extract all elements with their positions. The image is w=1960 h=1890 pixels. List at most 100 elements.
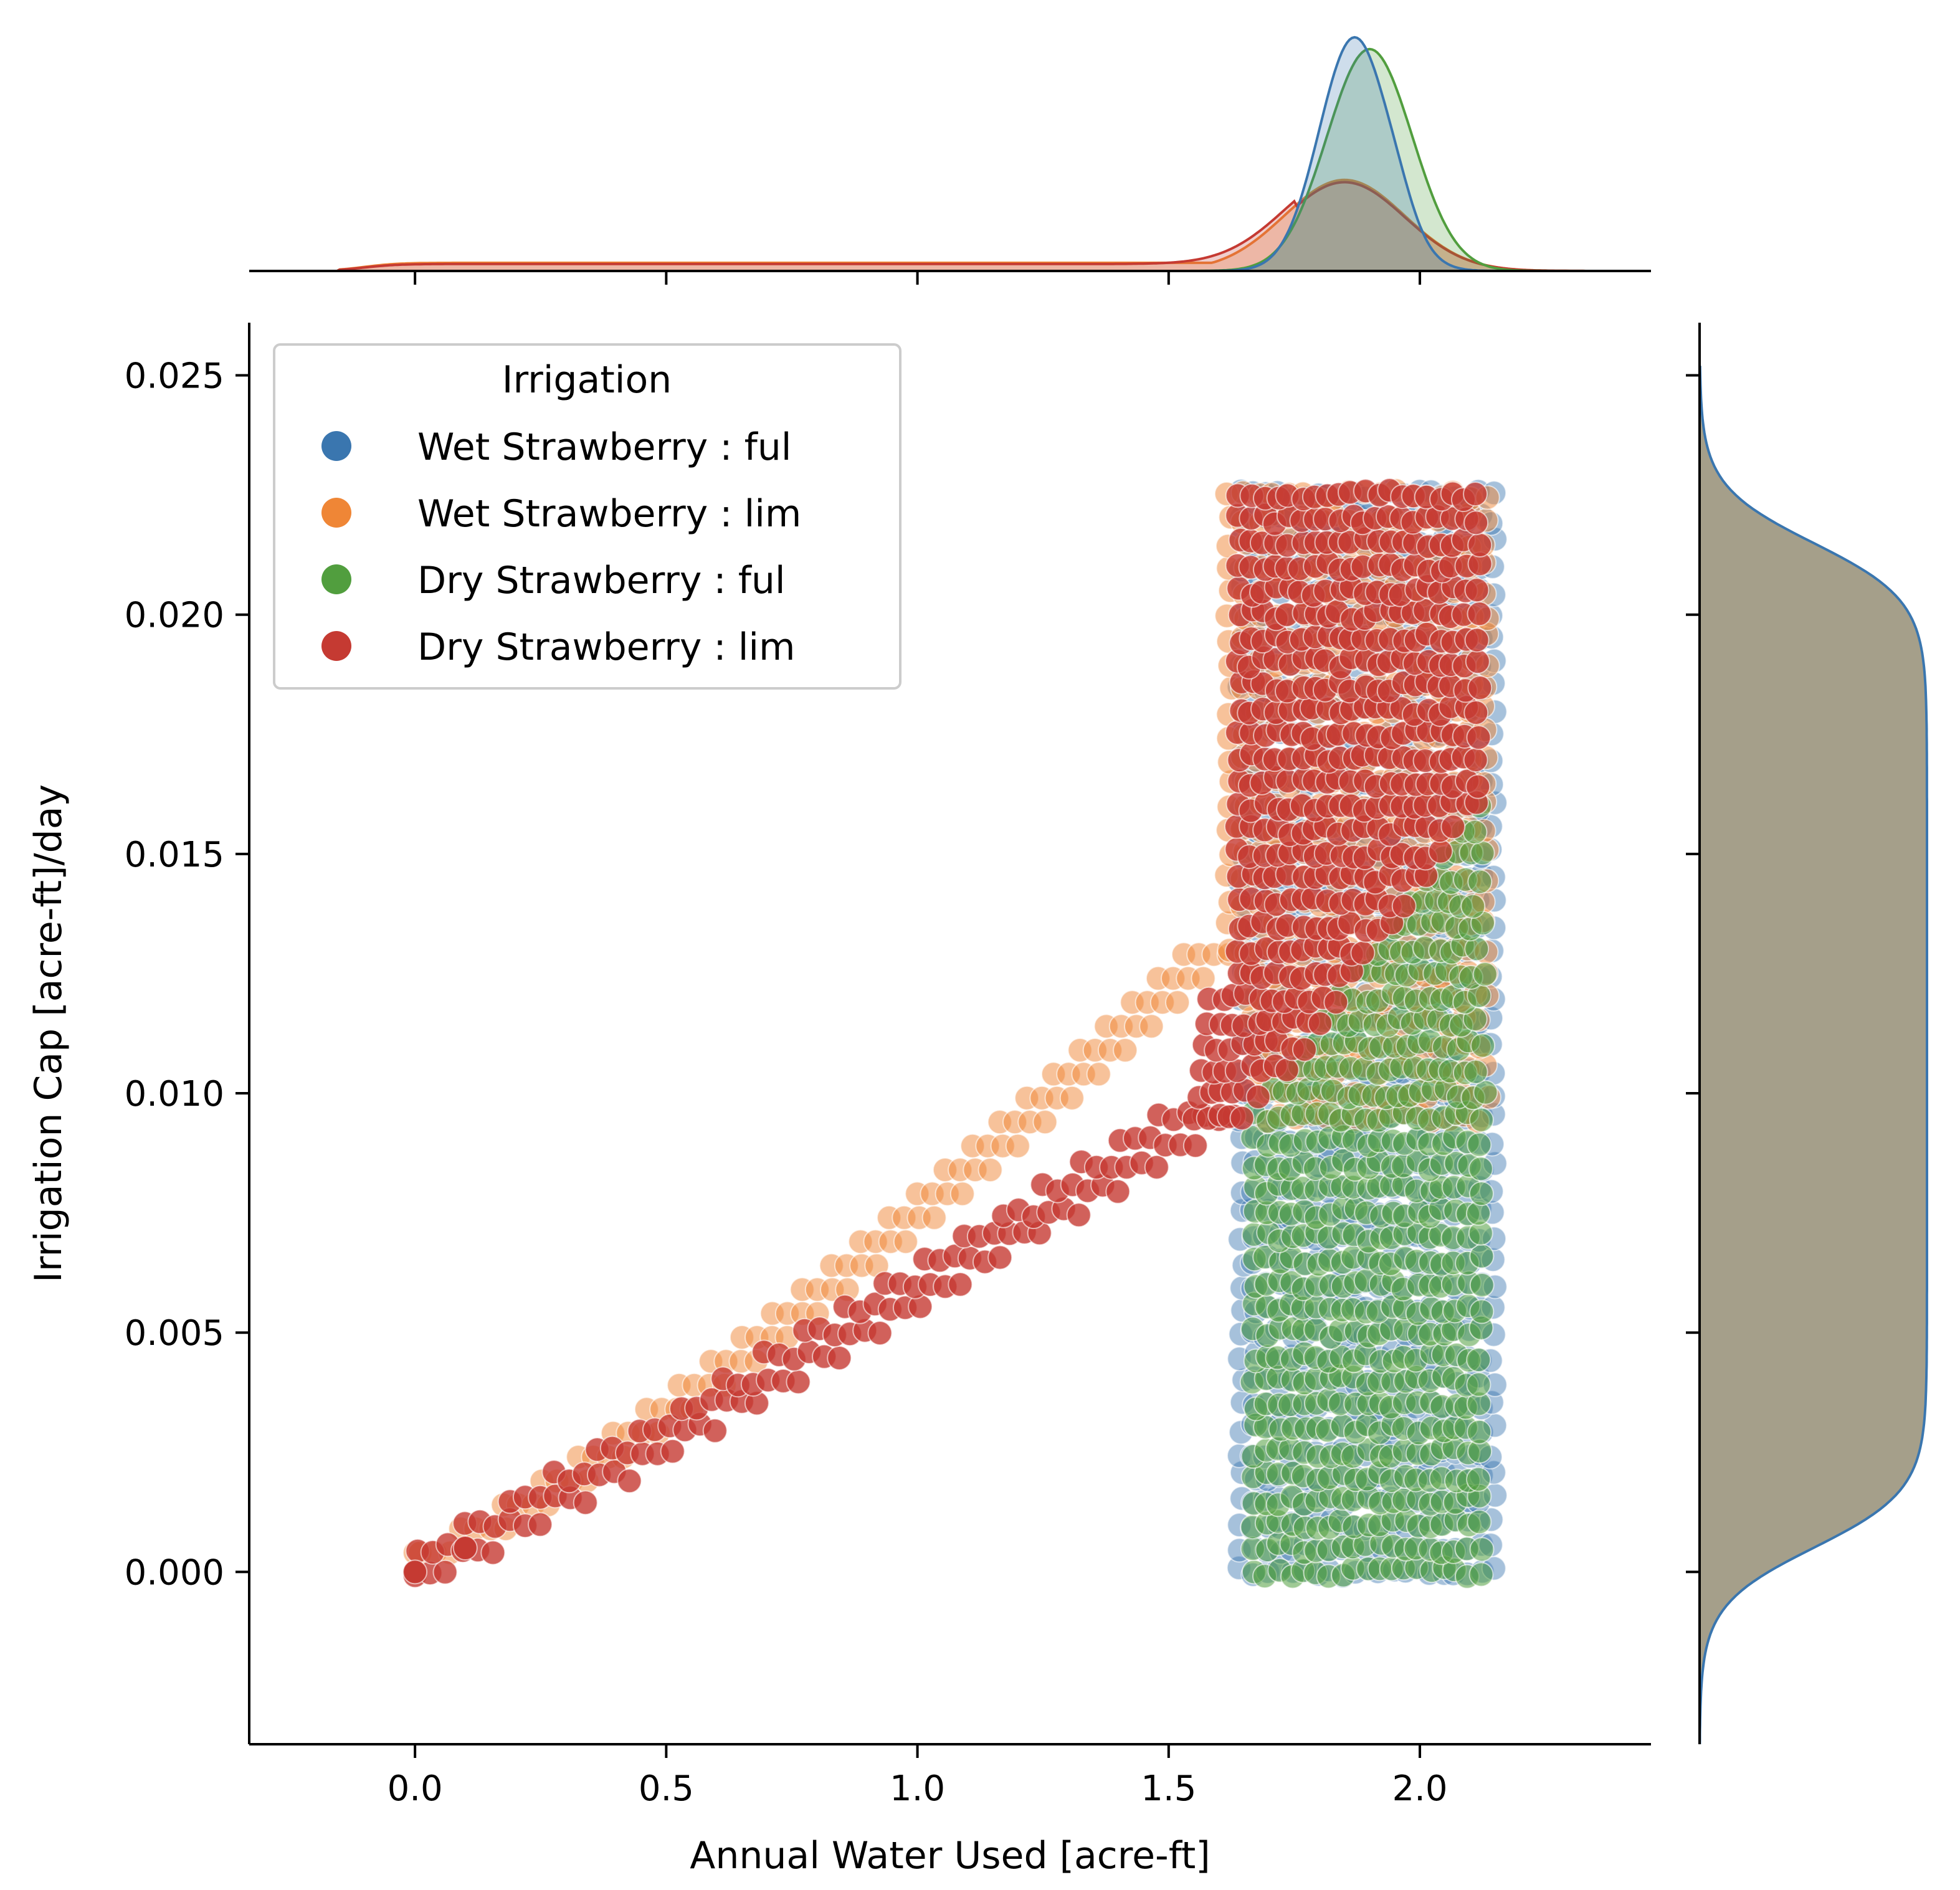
y-ticks: 0.000 0.005 0.010 0.015 0.020 0.025: [125, 356, 249, 1593]
scatter-point: [1463, 700, 1489, 725]
y-tick-label: 0.015: [125, 835, 224, 875]
x-tick-label: 2.0: [1392, 1769, 1448, 1809]
scatter-point: [1005, 1133, 1030, 1159]
scatter-point: [786, 1369, 811, 1395]
y-tick-label: 0.020: [125, 596, 224, 636]
scatter-point: [1165, 990, 1190, 1015]
scatter-point: [1391, 893, 1417, 919]
scatter-point: [1245, 1084, 1271, 1109]
scatter-points: [402, 478, 1508, 1589]
scatter-point: [1292, 1037, 1317, 1062]
scatter-point: [1066, 1202, 1092, 1228]
scatter-point: [660, 1438, 685, 1464]
x-ticks: 0.0 0.5 1.0 1.5 2.0: [388, 1744, 1448, 1809]
legend-label: Wet Strawberry : ful: [417, 425, 791, 469]
scatter-point: [1428, 838, 1453, 864]
x-tick-label: 0.5: [639, 1769, 694, 1809]
scatter-point: [1466, 1372, 1491, 1397]
right-marginal-kde: [1698, 366, 1928, 1745]
scatter-point: [1469, 1273, 1495, 1298]
scatter-point: [1032, 1109, 1058, 1135]
scatter-point: [617, 1468, 642, 1494]
scatter-point: [1086, 1061, 1111, 1087]
legend-label: Dry Strawberry : lim: [417, 625, 796, 669]
legend-label: Wet Strawberry : lim: [417, 492, 801, 536]
x-axis-title: Annual Water Used [acre-ft]: [690, 1834, 1210, 1878]
scatter-point: [948, 1271, 973, 1297]
scatter-point: [1467, 601, 1492, 627]
legend-label: Dry Strawberry : ful: [417, 559, 786, 602]
scatter-point: [1465, 649, 1490, 674]
scatter-point: [1467, 1132, 1492, 1157]
scatter-point: [1464, 627, 1490, 653]
scatter-point: [987, 1245, 1013, 1270]
legend-marker: [321, 498, 351, 528]
scatter-point: [1463, 482, 1488, 506]
legend-frame: [273, 343, 902, 690]
top-kde-curve: [289, 181, 1651, 272]
scatter-point: [1468, 1156, 1493, 1182]
scatter-point: [893, 1229, 918, 1255]
scatter-point: [1463, 748, 1488, 772]
scatter-point: [1323, 989, 1349, 1015]
y-tick-label: 0.000: [125, 1552, 224, 1593]
scatter-point: [528, 1512, 553, 1537]
scatter-point: [921, 1205, 947, 1230]
scatter-point: [480, 1540, 506, 1565]
x-tick-label: 1.5: [1141, 1769, 1196, 1809]
scatter-point: [1468, 1562, 1494, 1587]
scatter-point: [827, 1346, 852, 1370]
right-kde-fill: [1700, 366, 1927, 1745]
scatter-point: [573, 1490, 598, 1516]
marginal-ticks: [414, 271, 1700, 1574]
legend-marker: [321, 564, 351, 594]
y-axis-title: Irrigation Cap [acre-ft]/day: [27, 784, 70, 1283]
y-tick-label: 0.005: [125, 1313, 224, 1354]
scatter-point: [1466, 725, 1491, 750]
scatter-point: [1469, 1299, 1495, 1324]
scatter-point: [1307, 1011, 1333, 1037]
scatter-point: [1059, 1085, 1085, 1111]
scatter-point: [1139, 1014, 1164, 1039]
scatter-point: [1464, 577, 1490, 603]
scatter-point: [1350, 940, 1376, 966]
scatter-point: [1470, 1033, 1496, 1058]
scatter-point: [1465, 774, 1491, 799]
scatter-point: [1472, 961, 1498, 987]
scatter-point: [1229, 1105, 1255, 1131]
right-kde-curve: [1698, 366, 1928, 1745]
y-tick-label: 0.010: [125, 1074, 224, 1114]
legend-entries: Wet Strawberry : ful Wet Strawberry : lim…: [321, 425, 801, 669]
scatter-point: [867, 1321, 893, 1346]
scatter-point: [1460, 894, 1486, 919]
scatter-point: [402, 1559, 428, 1585]
scatter-point: [1274, 1057, 1300, 1083]
x-tick-label: 0.0: [388, 1769, 443, 1809]
scatter-point: [1462, 819, 1488, 845]
scatter-point: [1469, 1537, 1495, 1562]
scatter-point: [1113, 1037, 1138, 1063]
scatter-point: [1105, 1179, 1131, 1204]
scatter-point: [1144, 1154, 1169, 1180]
scatter-point: [1468, 1107, 1494, 1133]
scatter-point: [1467, 1419, 1492, 1445]
legend-marker: [321, 631, 351, 661]
scatter-point: [1463, 1059, 1488, 1085]
scatter-point: [1467, 533, 1493, 558]
scatter-point: [1440, 814, 1466, 840]
legend-title: Irrigation: [502, 358, 672, 402]
scatter-point: [949, 1181, 975, 1207]
scatter-point: [1468, 1181, 1494, 1207]
scatter-point: [1466, 1466, 1491, 1492]
scatter-point: [1467, 675, 1493, 701]
scatter-point: [978, 1157, 1003, 1182]
scatter-point: [1191, 966, 1216, 991]
x-tick-label: 1.0: [890, 1769, 945, 1809]
y-tick-label: 0.025: [125, 356, 224, 397]
scatter-point: [702, 1418, 728, 1443]
scatter-point: [1473, 1080, 1498, 1105]
legend-marker: [321, 431, 351, 461]
scatter-point: [1470, 840, 1495, 866]
